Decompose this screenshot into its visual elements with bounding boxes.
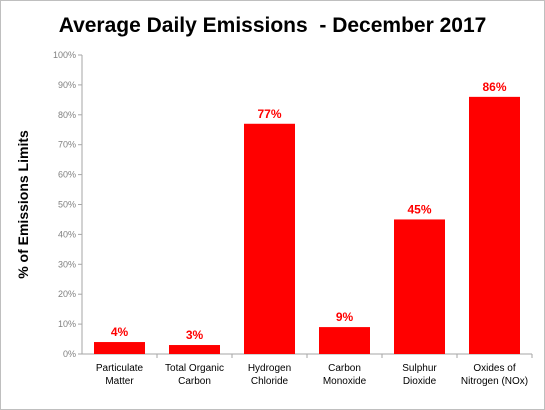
y-tick-label: 40% xyxy=(58,229,76,239)
bar xyxy=(469,96,520,355)
data-label: 4% xyxy=(111,325,129,339)
y-tick-label: 80% xyxy=(58,110,76,120)
y-axis-title: % of Emissions Limits xyxy=(15,130,31,279)
y-tick-label: 10% xyxy=(58,319,76,329)
y-tick-label: 30% xyxy=(58,259,76,269)
y-tick-label: 90% xyxy=(58,80,76,90)
x-tick-label: Oxides of Nitrogen (NOx) xyxy=(461,363,528,387)
x-tick-label: Carbon Monoxide xyxy=(323,363,367,387)
y-tick-label: 50% xyxy=(58,200,76,210)
bar xyxy=(394,219,445,354)
y-tick-label: 100% xyxy=(53,50,76,60)
y-tick-label: 70% xyxy=(58,140,76,150)
x-tick-label: Sulphur Dioxide xyxy=(402,363,437,387)
data-label: 86% xyxy=(482,80,506,94)
bar xyxy=(319,327,370,354)
data-label: 9% xyxy=(336,310,354,324)
x-tick-label: Particulate Matter xyxy=(96,363,144,387)
bar xyxy=(244,123,295,355)
bar xyxy=(169,345,220,354)
chart-title: Average Daily Emissions - December 2017 xyxy=(58,14,487,37)
bar xyxy=(94,342,145,354)
y-tick-label: 60% xyxy=(58,170,76,180)
data-label: 77% xyxy=(257,107,281,121)
x-tick-label: Hydrogen Chloride xyxy=(248,363,291,387)
data-label: 45% xyxy=(407,202,431,216)
y-tick-label: 0% xyxy=(63,349,76,359)
x-tick-label: Total Organic Carbon xyxy=(165,363,224,387)
y-tick-label: 20% xyxy=(58,289,76,299)
data-label: 3% xyxy=(186,328,204,342)
